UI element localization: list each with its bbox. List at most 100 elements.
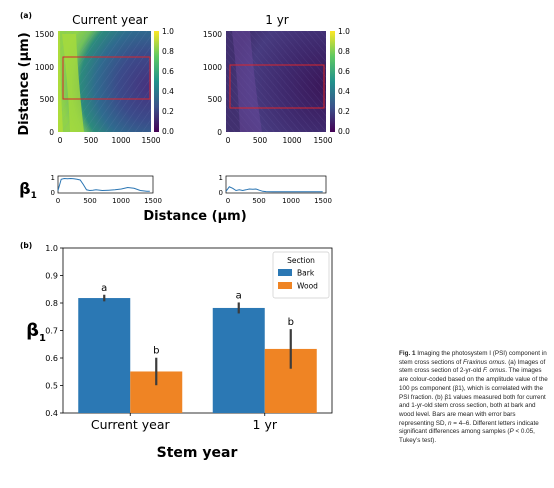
profile-1 — [57, 175, 154, 194]
y-tick-label: 0.7 — [45, 327, 58, 336]
image-2-heatmap — [226, 31, 326, 132]
cb2-tick-5: 0.0 — [338, 127, 350, 136]
y-tick-label: 0.8 — [45, 299, 58, 308]
cb1-tick-5: 0.0 — [162, 127, 174, 136]
colorbar-1-ticks: 1.0 0.8 0.6 0.4 0.2 0.0 — [162, 27, 174, 136]
image-1-y-ticks: 1500 1000 500 0 — [35, 30, 54, 137]
significance-letter: a — [101, 283, 107, 294]
bar-bark — [212, 307, 265, 413]
profile-y-axis-label: β1 — [19, 179, 37, 201]
profile-2 — [225, 175, 327, 194]
legend-swatch-wood — [278, 282, 292, 289]
prof2-xtick-1000: 1000 — [282, 197, 300, 205]
image-1-colorbar — [154, 31, 159, 132]
image-1-x-ticks: 0 500 1000 1500 — [58, 136, 161, 145]
cb1-tick-0: 1.0 — [162, 27, 174, 36]
img1-xtick-1000: 1000 — [111, 136, 130, 145]
caption-text-1: Imaging the photosystem I (PSI) componen… — [399, 350, 547, 366]
cb2-tick-3: 0.4 — [338, 87, 350, 96]
image-2-y-ticks: 1500 1000 500 0 — [203, 30, 222, 137]
caption-fig-label: Fig. 1 — [399, 350, 416, 357]
panel-b-label: (b) — [20, 241, 32, 250]
y-tick-label: 0.6 — [45, 354, 58, 363]
legend-title: Section — [287, 256, 315, 265]
x-axis-label: Stem year — [157, 445, 238, 461]
image-y-axis-label: Distance (µm) — [17, 32, 32, 135]
figure-panel-a: (a) Current year 1.0 0.8 0.6 0.4 0.2 0.0… — [17, 11, 350, 224]
cb2-tick-0: 1.0 — [338, 27, 350, 36]
profile-x-axis-label: Distance (µm) — [143, 209, 246, 224]
img1-xtick-1500: 1500 — [141, 136, 160, 145]
y-axis-label: β1 — [26, 320, 46, 344]
img2-xtick-500: 500 — [253, 136, 268, 145]
image-2-title: 1 yr — [265, 13, 289, 27]
profile-2-line — [225, 186, 323, 193]
image-1-heatmap — [58, 31, 151, 132]
caption-n-symbol: n — [448, 419, 452, 427]
caption-species-1: Fraxinus ornus — [463, 358, 505, 366]
profile-x-ticks: 0 500 1000 1500 0 500 1000 1500 — [56, 197, 332, 205]
caption-text-5: < 0.05, Tukey’s test). — [399, 428, 535, 445]
img2-xtick-0: 0 — [226, 136, 231, 145]
x-tick-label: 1 yr — [253, 417, 278, 432]
prof2-xtick-1500: 1500 — [314, 197, 332, 205]
significance-letter: b — [288, 317, 294, 328]
prof2-ytick-0: 0 — [219, 189, 223, 197]
caption-species-2: F. ornus — [482, 367, 506, 375]
figure-caption: Fig. 1 Imaging the photosystem I (PSI) c… — [399, 350, 549, 446]
cb1-tick-2: 0.6 — [162, 67, 174, 76]
colorbar-2-ticks: 1.0 0.8 0.6 0.4 0.2 0.0 — [338, 27, 350, 136]
img1-ytick-0: 0 — [49, 128, 54, 137]
legend-swatch-bark — [278, 269, 292, 276]
image-1-title: Current year — [72, 13, 148, 27]
img1-xtick-500: 500 — [84, 136, 99, 145]
image-2-x-ticks: 0 500 1000 1500 — [226, 136, 333, 145]
profile-y-ticks: 1 0 1 0 — [51, 174, 223, 197]
y-tick-label: 0.5 — [45, 382, 58, 391]
cb1-tick-1: 0.8 — [162, 47, 174, 56]
cb2-tick-1: 0.8 — [338, 47, 350, 56]
bar-chart: (b) 0.4 0.5 0.6 0.7 0.8 0.9 1.0 a b a b Current y… — [20, 241, 333, 461]
profile-1-line — [57, 177, 150, 192]
significance-letter: a — [236, 290, 242, 301]
y-tick-label: 0.4 — [45, 409, 58, 418]
caption-text-3: . The images are colour-coded based on t… — [399, 367, 548, 427]
img2-ytick-1500: 1500 — [203, 30, 222, 39]
caption-p-symbol: P — [509, 428, 514, 436]
img2-xtick-1000: 1000 — [282, 136, 301, 145]
legend-label-wood: Wood — [297, 282, 318, 291]
prof1-xtick-1500: 1500 — [144, 197, 162, 205]
x-tick-label: Current year — [91, 417, 171, 432]
cb1-tick-4: 0.2 — [162, 107, 174, 116]
img1-xtick-0: 0 — [58, 136, 63, 145]
img2-ytick-1000: 1000 — [203, 63, 222, 72]
bar-bark — [78, 298, 131, 413]
img1-ytick-1500: 1500 — [35, 30, 54, 39]
prof2-ytick-1: 1 — [219, 174, 223, 182]
prof1-xtick-0: 0 — [56, 197, 60, 205]
caption-text-2: . (a) Images of stem cross section of 2-… — [399, 358, 546, 375]
cb2-tick-2: 0.6 — [338, 67, 350, 76]
legend: Section Bark Wood — [272, 251, 330, 299]
prof2-xtick-500: 500 — [252, 197, 265, 205]
img1-ytick-1000: 1000 — [35, 63, 54, 72]
panel-a-label: (a) — [20, 11, 32, 20]
prof1-xtick-1000: 1000 — [112, 197, 130, 205]
prof1-xtick-500: 500 — [83, 197, 96, 205]
img1-ytick-500: 500 — [40, 95, 55, 104]
legend-label-bark: Bark — [297, 269, 315, 278]
img2-ytick-0: 0 — [217, 128, 222, 137]
x-axis-ticks: Current year 1 yr — [91, 413, 278, 432]
significance-letter: b — [153, 346, 159, 357]
y-axis-ticks: 0.4 0.5 0.6 0.7 0.8 0.9 1.0 — [45, 244, 63, 418]
image-2-colorbar — [330, 31, 335, 132]
cb2-tick-4: 0.2 — [338, 107, 350, 116]
y-tick-label: 1.0 — [45, 244, 58, 253]
img2-ytick-500: 500 — [208, 95, 223, 104]
y-tick-label: 0.9 — [45, 272, 58, 281]
prof1-ytick-0: 0 — [51, 189, 55, 197]
caption-text-4: = 4–6. Different letters indicate signif… — [399, 419, 539, 436]
img2-xtick-1500: 1500 — [313, 136, 332, 145]
cb1-tick-3: 0.4 — [162, 87, 174, 96]
bars: a b a b — [78, 283, 317, 413]
